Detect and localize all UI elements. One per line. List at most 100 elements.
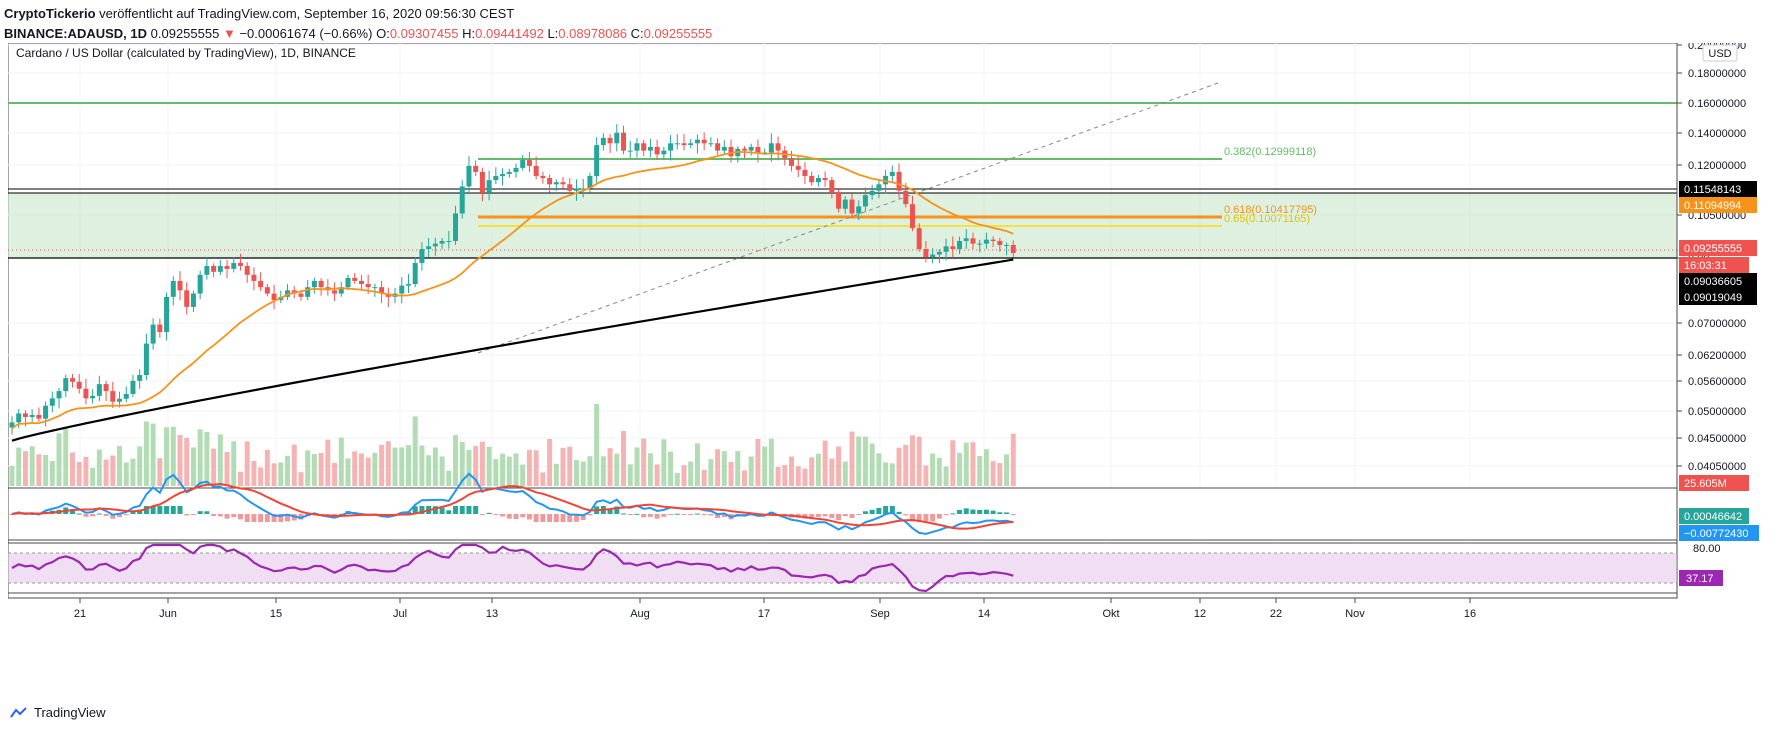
macd-hist-bar — [117, 514, 123, 518]
x-tick-label: 14 — [978, 608, 990, 620]
volume-bar — [298, 472, 304, 486]
volume-bar — [694, 443, 700, 486]
volume-bar — [957, 452, 963, 486]
volume-bar — [103, 459, 109, 486]
volume-bar — [90, 467, 96, 486]
candle-body — [977, 243, 983, 245]
volume-bar — [264, 449, 270, 486]
macd-hist-bar — [701, 514, 707, 516]
tradingview-footer[interactable]: TradingView — [10, 705, 106, 720]
macd-hist-bar — [338, 513, 344, 515]
candle-body — [231, 263, 237, 269]
x-tick-label: Jul — [393, 608, 407, 620]
candle-body — [466, 165, 472, 187]
macd-hist-bar — [224, 514, 230, 519]
volume-bar — [96, 449, 102, 486]
candle-body — [533, 165, 539, 176]
volume-bar — [29, 446, 35, 486]
macd-hist-bar — [473, 506, 479, 514]
candle-body — [76, 381, 82, 389]
volume-bar — [755, 438, 761, 486]
candle-body — [560, 182, 566, 185]
x-tick-label: Sep — [870, 608, 890, 620]
volume-bar — [573, 460, 579, 486]
volume-bar — [547, 438, 553, 486]
candle-body — [997, 240, 1003, 245]
macd-hist-bar — [1004, 512, 1010, 514]
candle-body — [184, 290, 190, 307]
macd-hist-bar — [479, 514, 485, 515]
x-tick-label: 16 — [1464, 608, 1476, 620]
volume-bar — [741, 470, 747, 486]
volume-bar — [553, 463, 559, 486]
ma50-line — [11, 150, 1014, 430]
macd-hist-bar — [943, 514, 949, 516]
macd-hist-bar — [285, 514, 291, 522]
candle-body — [285, 290, 291, 297]
volume-bar — [224, 452, 230, 486]
macd-hist-bar — [876, 507, 882, 514]
close-label: C: — [630, 26, 644, 41]
volume-bar — [412, 416, 418, 486]
candle-body — [701, 139, 707, 144]
macd-hist-bar — [621, 513, 627, 515]
price-label-bg — [1679, 257, 1749, 273]
macd-hist-bar — [164, 506, 170, 514]
macd-hist-bar — [271, 514, 277, 522]
footer-brand: TradingView — [34, 705, 106, 720]
candle-body — [170, 280, 176, 297]
candle-body — [869, 190, 875, 196]
candle-body — [36, 414, 42, 419]
y-tick-label: 0.12000000 — [1688, 160, 1746, 172]
y-tick-label: 0.06200000 — [1688, 350, 1746, 362]
candle-body — [29, 414, 35, 418]
candle-body — [768, 143, 774, 153]
candle-body — [708, 143, 714, 145]
volume-bar — [621, 430, 627, 486]
candle-body — [836, 192, 842, 209]
candle-body — [143, 343, 149, 376]
candle-body — [614, 132, 620, 144]
volume-bar — [385, 441, 391, 486]
candle-body — [164, 296, 170, 333]
volume-bar — [506, 456, 512, 486]
candle-body — [130, 380, 136, 394]
candle-body — [338, 287, 344, 294]
candle-body — [204, 265, 210, 275]
candle-body — [459, 186, 465, 214]
macd-hist-bar — [842, 514, 848, 517]
candle-body — [264, 287, 270, 294]
volume-bar — [614, 453, 620, 486]
macd-hist-bar — [822, 514, 828, 517]
macd-hist-bar — [533, 514, 539, 522]
macd-hist-bar — [204, 511, 210, 514]
currency-label[interactable]: USD — [1708, 48, 1731, 60]
volume-bar — [358, 453, 364, 486]
macd-hist-bar — [930, 514, 936, 522]
candle-body — [876, 184, 882, 191]
macd-hist-bar — [412, 506, 418, 514]
y-tick-label: 0.04050000 — [1688, 461, 1746, 473]
macd-hist-bar — [526, 514, 532, 520]
symbol-label: BINANCE:ADAUSD, 1D — [4, 26, 148, 41]
candle-body — [950, 246, 956, 250]
candle-body — [983, 239, 989, 244]
candle-body — [22, 413, 28, 418]
candle-body — [1004, 244, 1010, 246]
macd-hist-bar — [634, 513, 640, 515]
candle-body — [479, 171, 485, 193]
volume-bar — [123, 462, 129, 486]
price-chart[interactable]: 0.382(0.12999118) 0.618(0.10417795) 0.65… — [8, 43, 1778, 699]
volume-bar — [802, 468, 808, 486]
volume-bar — [157, 458, 163, 486]
macd-hist-bar — [493, 514, 499, 515]
y-tick-label: 0.04500000 — [1688, 433, 1746, 445]
macd-hist-bar — [997, 512, 1003, 514]
candle-body — [117, 398, 123, 402]
volume-bar — [22, 451, 28, 486]
macd-hist-bar — [573, 514, 579, 522]
candle-body — [419, 249, 425, 264]
currency-badge[interactable] — [1702, 44, 1738, 62]
price-label-bg — [1679, 240, 1757, 256]
volume-bar — [211, 448, 217, 486]
